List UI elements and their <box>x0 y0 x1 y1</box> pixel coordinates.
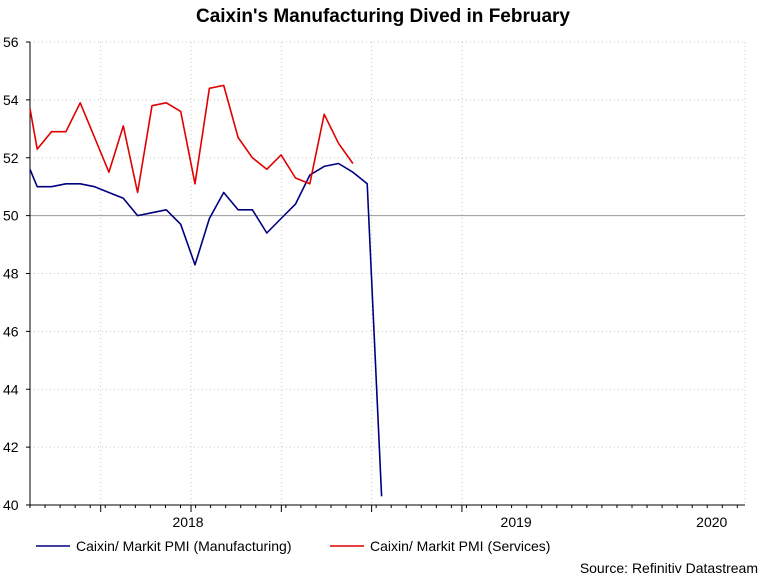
y-tick-label: 48 <box>3 266 19 282</box>
series-line-manufacturing <box>29 162 383 497</box>
y-tick-label: 46 <box>3 323 19 339</box>
y-tick-label: 52 <box>3 150 19 166</box>
series-line-services <box>29 84 354 194</box>
x-tick-label: 2020 <box>696 514 727 530</box>
source-note: Source: Refinitiv Datastream <box>580 560 758 576</box>
x-tick-label: 2018 <box>172 514 203 530</box>
chart-title: Caixin's Manufacturing Dived in February <box>196 6 570 27</box>
legend: Caixin/ Markit PMI (Manufacturing) Caixi… <box>36 538 550 554</box>
y-tick-label: 50 <box>3 208 19 224</box>
y-tick-label: 42 <box>3 439 19 455</box>
legend-label-services: Caixin/ Markit PMI (Services) <box>370 538 550 554</box>
x-axis: 2018 2019 2020 <box>29 42 745 530</box>
y-axis: 40 42 44 46 48 50 52 54 56 <box>3 34 30 513</box>
y-tick-label: 56 <box>3 34 19 50</box>
grid <box>30 41 746 505</box>
y-tick-label: 44 <box>3 381 19 397</box>
legend-label-manufacturing: Caixin/ Markit PMI (Manufacturing) <box>76 538 292 554</box>
y-tick-label: 40 <box>3 497 19 513</box>
y-tick-label: 54 <box>3 92 19 108</box>
x-tick-label: 2019 <box>501 514 532 530</box>
series-group <box>29 84 383 497</box>
